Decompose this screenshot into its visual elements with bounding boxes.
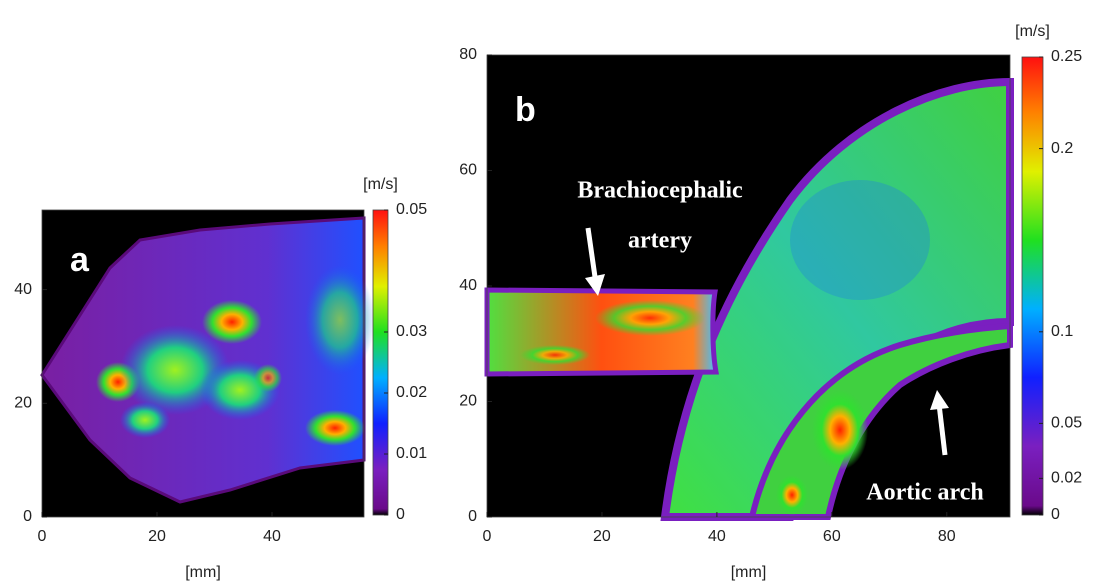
colorbar-tick-label: 0.25 <box>1051 48 1082 65</box>
x-axis-label: [mm] <box>185 564 221 581</box>
colorbar-tick-label: 0.02 <box>1051 470 1082 487</box>
x-tick-label: 20 <box>593 528 611 545</box>
annotation: Brachiocephalic <box>577 178 743 204</box>
x-axis-label: [mm] <box>731 564 767 581</box>
x-tick-label: 20 <box>148 528 166 545</box>
field-a <box>40 210 375 517</box>
annotation: Aortic arch <box>866 480 984 506</box>
plot-frame <box>41 209 365 518</box>
x-tick-label: 0 <box>483 528 492 545</box>
colorbar-tick-label: 0.03 <box>396 323 427 340</box>
y-tick-label: 80 <box>459 46 477 63</box>
panel-label: b <box>515 91 536 129</box>
colorbar-label: [m/s] <box>1015 23 1050 40</box>
colorbar-label: [m/s] <box>363 176 398 193</box>
colorbar-tick-label: 0.1 <box>1051 323 1073 340</box>
y-tick-label: 60 <box>459 162 477 179</box>
y-tick-label: 40 <box>14 281 32 298</box>
colorbar-tick-label: 0.01 <box>396 445 427 462</box>
x-tick-label: 60 <box>823 528 841 545</box>
colorbar <box>372 209 389 516</box>
y-tick-label: 20 <box>14 395 32 412</box>
colorbar-tick-label: 0.02 <box>396 384 427 401</box>
colorbar-tick-label: 0.05 <box>1051 415 1082 432</box>
x-tick-label: 0 <box>38 528 47 545</box>
x-tick-label: 80 <box>938 528 956 545</box>
x-tick-label: 40 <box>263 528 281 545</box>
y-tick-label: 20 <box>459 393 477 410</box>
annotation: artery <box>628 228 692 254</box>
colorbar-tick-label: 0 <box>396 506 405 523</box>
colorbar <box>1021 56 1044 516</box>
colorbar-tick-label: 0.2 <box>1051 140 1073 157</box>
y-tick-label: 40 <box>459 277 477 294</box>
panel-label: a <box>70 241 90 279</box>
field-b <box>484 55 1014 521</box>
y-tick-label: 0 <box>23 508 32 525</box>
x-tick-label: 40 <box>708 528 726 545</box>
colorbar-tick-label: 0.05 <box>396 201 427 218</box>
colorbar-tick-label: 0 <box>1051 506 1060 523</box>
y-tick-label: 0 <box>468 508 477 525</box>
